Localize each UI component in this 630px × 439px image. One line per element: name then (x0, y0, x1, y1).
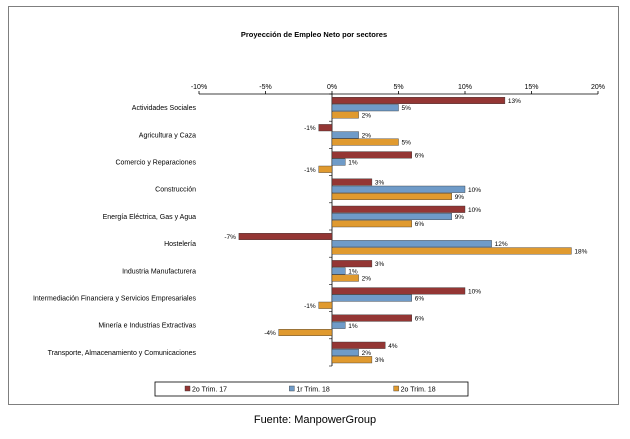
bar (278, 329, 333, 337)
category-label-hosteleria: Hostelería (164, 241, 196, 248)
bar (331, 205, 466, 213)
legend-label: 2o Trim. 17 (192, 387, 227, 394)
category-label-comercio-y-reparaciones: Comercio y Reparaciones (115, 160, 196, 167)
bar (331, 212, 452, 220)
bar-value-label: 3% (375, 180, 385, 187)
bar-value-label: 3% (375, 261, 385, 268)
legend-label: 1r Trim. 18 (296, 387, 330, 394)
bar-value-label: 2% (362, 112, 372, 119)
bar (331, 220, 413, 228)
bar (238, 232, 333, 240)
bar (331, 178, 373, 186)
bar-value-label: -1% (304, 125, 316, 132)
legend-box (154, 381, 469, 397)
bar-value-label: 5% (402, 105, 412, 112)
bar (331, 104, 399, 112)
x-axis-tick-label: 15% (524, 84, 538, 91)
bar-value-label: 10% (468, 207, 481, 214)
x-axis-tick-label: 5% (393, 84, 403, 91)
category-label-actividades-sociales: Actividades Sociales (132, 105, 197, 112)
legend-label: 2o Trim. 18 (401, 387, 436, 394)
bar (331, 341, 386, 349)
bar (331, 96, 506, 104)
bar (331, 158, 346, 166)
bar-value-label: 2% (362, 350, 372, 357)
category-label-agricultura-y-caza: Agricultura y Caza (139, 132, 196, 139)
x-axis-tick-label: -5% (259, 84, 271, 91)
bar-value-label: 5% (402, 140, 412, 147)
bar (331, 287, 466, 295)
x-axis-tick-label: 0% (327, 84, 337, 91)
bar-value-label: 13% (508, 98, 521, 105)
x-axis-tick-label: 10% (458, 84, 472, 91)
bar-value-label: 4% (388, 343, 398, 350)
bar (318, 165, 333, 173)
bar (331, 247, 572, 255)
bar-value-label: -1% (304, 167, 316, 174)
category-label-construccion: Construcción (155, 187, 196, 194)
bar (331, 294, 413, 302)
bar-value-label: 18% (574, 248, 587, 255)
bar-value-label: -1% (304, 303, 316, 310)
bar (331, 260, 373, 268)
category-label-energia-electrica-gas-y-agua: Energía Eléctrica, Gas y Agua (103, 214, 196, 221)
bar-value-label: 10% (468, 288, 481, 295)
bar (331, 314, 413, 322)
bar (331, 151, 413, 159)
bar (331, 267, 346, 275)
category-label-transporte-almacenamiento-y-comunicaciones: Transporte, Almacenamiento y Comunicacio… (48, 350, 197, 357)
category-label-industria-manufacturera: Industria Manufacturera (122, 268, 196, 275)
legend-swatch (184, 385, 191, 392)
category-label-mineria-e-industrias-extractivas: Minería e Industrias Extractivas (98, 323, 196, 330)
bar (318, 301, 333, 309)
bar (331, 192, 452, 200)
bar (331, 138, 399, 146)
bar (318, 124, 333, 132)
bar (331, 274, 359, 282)
bar-value-label: 10% (468, 187, 481, 194)
chart-title: Proyección de Empleo Neto por sectores (241, 30, 387, 39)
x-axis-tick-label: -10% (191, 84, 207, 91)
chart-frame: Proyección de Empleo Neto por sectores -1… (8, 6, 619, 405)
bar-value-label: 6% (415, 221, 425, 228)
legend-swatch (289, 385, 295, 392)
bar-value-label: 9% (455, 214, 465, 221)
bar-value-label: -4% (264, 330, 276, 337)
bar (331, 356, 373, 364)
bar-value-label: 1% (348, 160, 358, 167)
bar-value-label: -7% (224, 234, 236, 241)
category-label-intermediacion-financiera-y-servicios-empresariales: Intermediación Financiera y Servicios Em… (33, 296, 197, 303)
bar (331, 131, 359, 139)
x-axis-tick-label: 20% (591, 84, 605, 91)
bar-value-label: 6% (415, 296, 425, 303)
bar (331, 321, 346, 329)
bar (331, 111, 359, 119)
bar (331, 349, 359, 357)
source-note: Fuente: ManpowerGroup (253, 414, 377, 426)
bar-value-label: 3% (375, 357, 385, 364)
bar (331, 240, 492, 248)
bar-value-label: 6% (415, 152, 425, 159)
bar-value-label: 1% (348, 268, 358, 275)
bar-value-label: 6% (415, 316, 425, 323)
bar-value-label: 2% (362, 276, 372, 283)
bar (331, 185, 466, 193)
legend-swatch (393, 385, 399, 392)
bar-value-label: 2% (362, 132, 372, 139)
employment-projection-chart: Proyección de Empleo Neto por sectores -1… (33, 30, 605, 397)
bar-value-label: 12% (495, 241, 508, 248)
bar-value-label: 1% (348, 323, 358, 330)
bar-value-label: 9% (455, 194, 465, 201)
